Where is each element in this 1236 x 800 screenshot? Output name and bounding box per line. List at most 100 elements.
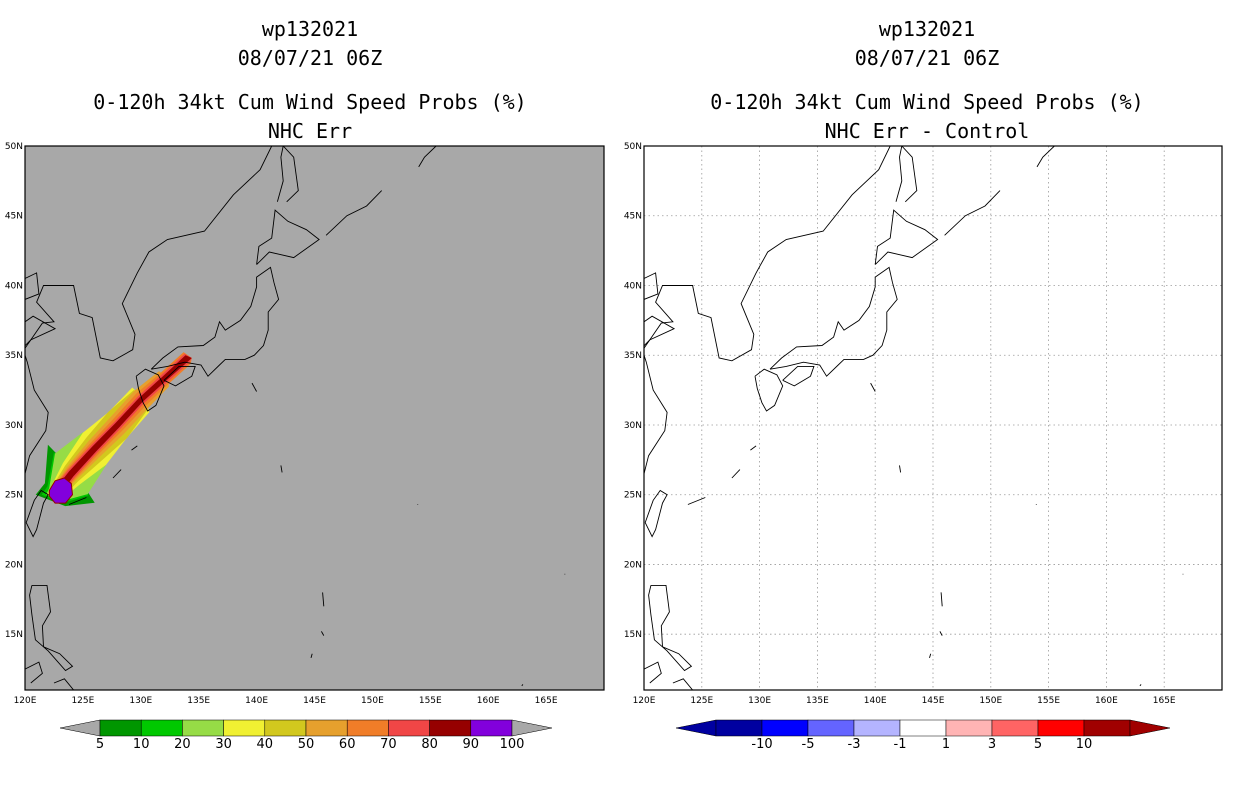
coastline xyxy=(276,146,299,203)
colorbar-label: 20 xyxy=(174,737,191,752)
colorbar-label: 70 xyxy=(380,737,397,752)
coastline xyxy=(251,382,257,392)
colorbar-label: -10 xyxy=(751,737,772,752)
left-map-panel: 120E 125E 130E 135E 140E 145E 150E 155E 160E 165E… xyxy=(5,142,605,706)
coastline xyxy=(782,365,815,387)
colorbar-swatch xyxy=(470,719,513,737)
lat-tick-label: 50N xyxy=(5,142,23,152)
coastline xyxy=(29,584,74,672)
coastline xyxy=(644,315,676,347)
right-product-title: 0-120h 34kt Cum Wind Speed Probs (%) xyxy=(710,90,1144,114)
coastline xyxy=(944,190,1001,236)
coastline xyxy=(939,631,943,636)
coastline xyxy=(310,653,313,659)
colorbar-swatch xyxy=(264,719,307,737)
colorbar-swatch xyxy=(761,719,809,737)
coastline xyxy=(131,445,138,451)
coastline xyxy=(280,465,283,473)
coastline xyxy=(644,661,662,684)
colorbar-swatch xyxy=(1083,719,1131,737)
lon-tick-label: 135E xyxy=(806,696,829,706)
coastline xyxy=(1036,146,1055,168)
colorbar-label: 100 xyxy=(500,737,525,752)
coastline xyxy=(325,190,383,236)
lon-tick-label: 160E xyxy=(1095,696,1118,706)
left-axis-labels: 120E 125E 130E 135E 140E 145E 150E 155E 160E 165E… xyxy=(5,142,558,706)
right-coastlines xyxy=(644,146,1184,690)
right-subtitle: NHC Err - Control xyxy=(824,119,1030,143)
probability-field xyxy=(35,352,192,507)
coastline xyxy=(112,469,122,479)
lat-tick-label: 30N xyxy=(5,421,23,431)
colorbar-swatch xyxy=(945,719,993,737)
colorbar-swatch xyxy=(182,719,224,737)
coastline xyxy=(68,497,87,505)
coastline xyxy=(644,489,668,538)
colorbar-label: 10 xyxy=(133,737,150,752)
colorbar-label: 3 xyxy=(988,737,996,752)
left-subtitle: NHC Err xyxy=(267,119,353,143)
colorbar-swatch xyxy=(853,719,901,737)
coastline xyxy=(940,592,943,607)
colorbar-label: -1 xyxy=(894,737,907,752)
colorbar-swatch xyxy=(388,719,430,737)
colorbar-swatch xyxy=(991,719,1039,737)
lat-tick-label: 40N xyxy=(624,281,642,291)
lat-tick-label: 40N xyxy=(5,281,23,291)
coastline xyxy=(53,678,74,690)
coastline xyxy=(418,146,437,168)
lon-tick-label: 125E xyxy=(71,696,94,706)
colorbar-label: 10 xyxy=(1076,737,1093,752)
lon-tick-label: 120E xyxy=(633,696,656,706)
colorbar-label: 90 xyxy=(463,737,480,752)
coastline xyxy=(25,146,273,362)
coastline xyxy=(644,272,659,300)
colorbar-label: 5 xyxy=(96,737,104,752)
colorbar-swatch xyxy=(807,719,855,737)
colorbar-swatch xyxy=(346,719,389,737)
lon-tick-label: 145E xyxy=(922,696,945,706)
prob-core-100 xyxy=(48,477,73,504)
lon-tick-label: 130E xyxy=(129,696,152,706)
coastline xyxy=(644,355,668,474)
colorbar-arrow-left xyxy=(59,719,101,737)
lon-tick-label: 155E xyxy=(419,696,442,706)
lat-tick-label: 15N xyxy=(624,630,642,640)
left-storm-id: wp132021 xyxy=(261,17,359,41)
colorbar-swatch xyxy=(99,719,142,737)
coastline xyxy=(150,266,280,377)
lon-tick-label: 155E xyxy=(1037,696,1060,706)
colorbar-label: 60 xyxy=(339,737,356,752)
coastline xyxy=(321,631,325,636)
coastline xyxy=(687,497,706,505)
lat-tick-label: 25N xyxy=(624,491,642,501)
lon-tick-label: 145E xyxy=(303,696,326,706)
colorbar-label: -5 xyxy=(802,737,815,752)
lat-tick-label: 50N xyxy=(624,142,642,152)
left-product-title: 0-120h 34kt Cum Wind Speed Probs (%) xyxy=(93,90,527,114)
lat-tick-label: 45N xyxy=(624,212,642,222)
lon-tick-label: 150E xyxy=(979,696,1002,706)
coastline xyxy=(163,365,196,387)
coastline xyxy=(25,489,49,538)
right-gridlines xyxy=(644,146,1222,690)
lat-tick-label: 45N xyxy=(5,212,23,222)
coastline xyxy=(644,146,891,362)
lat-tick-label: 30N xyxy=(624,421,642,431)
left-colorbar: 5 10 20 30 40 50 60 70 80 90 100 xyxy=(59,719,553,752)
coastline xyxy=(135,368,165,412)
lat-tick-label: 20N xyxy=(624,560,642,570)
coastline xyxy=(1139,684,1142,687)
right-axis-labels: 120E 125E 130E 135E 140E 145E 150E 155E 160E 165E… xyxy=(624,142,1176,706)
coastline xyxy=(731,469,741,479)
lon-tick-label: 125E xyxy=(690,696,713,706)
lon-tick-label: 165E xyxy=(535,696,558,706)
coastline xyxy=(25,661,43,684)
colorbar-label: 50 xyxy=(298,737,315,752)
colorbar-swatch xyxy=(1037,719,1085,737)
colorbar-label: 5 xyxy=(1034,737,1042,752)
colorbar-label: 1 xyxy=(942,737,950,752)
colorbar-arrow-right xyxy=(511,719,553,737)
lon-tick-label: 130E xyxy=(748,696,771,706)
lat-tick-label: 20N xyxy=(5,560,23,570)
